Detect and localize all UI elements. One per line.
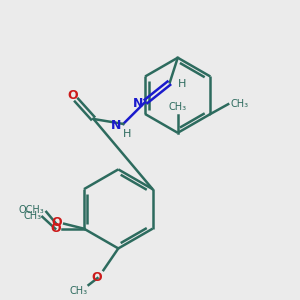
Text: O: O: [51, 222, 61, 235]
Text: CH₃: CH₃: [230, 99, 248, 109]
Text: N: N: [111, 119, 122, 132]
Text: H: H: [178, 80, 186, 89]
Text: H: H: [123, 129, 131, 139]
Text: N: N: [133, 97, 143, 110]
Text: CH₃: CH₃: [169, 102, 187, 112]
Text: O: O: [68, 89, 78, 102]
Text: O: O: [92, 271, 102, 284]
Text: OCH₃: OCH₃: [19, 205, 44, 215]
Text: CH₃: CH₃: [23, 211, 41, 221]
Text: O: O: [52, 216, 62, 229]
Text: CH₃: CH₃: [70, 286, 88, 296]
